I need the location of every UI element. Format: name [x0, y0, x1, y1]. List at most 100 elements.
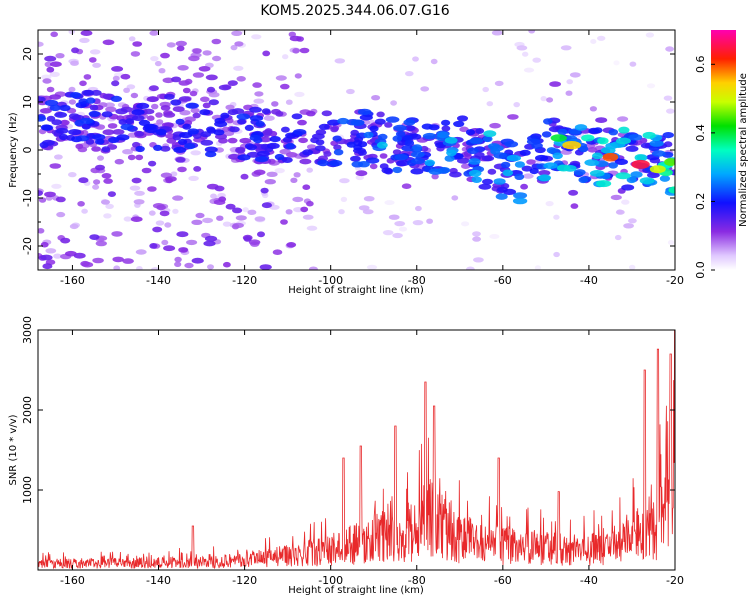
heatmap-cell — [261, 108, 271, 115]
heatmap-cell — [366, 264, 378, 270]
heatmap-cell — [529, 168, 539, 175]
heatmap-cell — [306, 225, 318, 231]
heatmap-cell — [371, 95, 381, 101]
heatmap-cell — [535, 154, 549, 162]
heatmap-cell — [461, 221, 470, 227]
heatmap-cell — [244, 124, 254, 131]
heatmap-cell — [79, 80, 87, 87]
heatmap-cell — [147, 186, 157, 192]
heatmap-cell — [514, 173, 525, 180]
x-tick-label: -80 — [408, 274, 426, 287]
heatmap-cell — [257, 231, 265, 238]
heatmap-cell — [214, 120, 228, 128]
heatmap-cell — [346, 141, 356, 148]
heatmap-cell — [237, 154, 251, 161]
heatmap-cell — [272, 249, 283, 255]
heatmap-cell — [254, 156, 269, 163]
heatmap-cell — [334, 58, 346, 64]
spectrogram-panel: -160 -140 -120 -100 -80 -60 -40 -20-20-1001020 … — [8, 29, 684, 296]
heatmap-cell — [89, 234, 100, 241]
heatmap-cell — [142, 108, 155, 115]
heatmap-cell — [647, 172, 660, 179]
heatmap-cell — [617, 116, 629, 122]
heatmap-cell — [247, 209, 257, 215]
heatmap-cell — [459, 126, 469, 133]
heatmap-cell — [242, 207, 249, 213]
heatmap-cell — [468, 169, 482, 177]
heatmap-cell — [392, 166, 403, 174]
heatmap-cell — [293, 172, 301, 178]
heatmap-cell — [618, 126, 630, 134]
heatmap-cell — [466, 266, 475, 270]
heatmap-cell — [49, 94, 61, 100]
heatmap-cell — [111, 80, 120, 87]
heatmap-cell — [436, 131, 449, 139]
heatmap-cell — [155, 112, 163, 118]
colorbar-label: Normalized spectral amplitude — [738, 73, 749, 227]
heatmap-cell — [222, 126, 230, 133]
heatmap-cell — [252, 82, 262, 88]
heatmap-cell — [191, 257, 204, 264]
heatmap-cell — [507, 114, 519, 120]
heatmap-cell — [71, 47, 80, 54]
heatmap-cell — [471, 176, 482, 183]
heatmap-cell — [382, 230, 394, 236]
heatmap-cell — [112, 129, 125, 135]
heatmap-cell — [68, 99, 76, 105]
heatmap-cell — [625, 145, 639, 152]
heatmap-cell — [363, 196, 375, 202]
snr-panel: -160 -140 -120 -100 -80 -60 -40 -20 1000 2000 3000… — [8, 316, 684, 596]
heatmap-cell — [240, 173, 249, 180]
heatmap-cell — [646, 83, 656, 89]
heatmap-cell — [522, 51, 529, 57]
heatmap-cell — [193, 166, 202, 172]
x-tick-label: -20 — [666, 274, 684, 287]
heatmap-cell — [327, 119, 341, 126]
heatmap-cell — [478, 183, 492, 190]
heatmap-cell — [200, 139, 214, 146]
heatmap-cell — [68, 129, 82, 136]
heatmap-cell — [340, 196, 348, 202]
heatmap-cell — [81, 208, 88, 214]
heatmap-cell — [188, 175, 199, 181]
heatmap-cell — [101, 199, 110, 205]
heatmap-cell — [664, 158, 675, 166]
heatmap-cell — [165, 176, 177, 182]
heatmap-cell — [532, 57, 541, 63]
heatmap-cell — [173, 146, 187, 153]
heatmap-cell — [225, 203, 236, 210]
heatmap-cell — [160, 105, 171, 111]
x-tick-label: -140 — [146, 574, 171, 587]
heatmap-cell — [428, 168, 443, 175]
heatmap-cell — [639, 137, 648, 144]
heatmap-cell — [101, 173, 112, 179]
heatmap-cell — [172, 195, 184, 201]
heatmap-cell — [292, 196, 304, 203]
heatmap-cell — [502, 169, 514, 177]
heatmap-cell — [251, 34, 262, 40]
heatmap-cell — [235, 215, 247, 221]
heatmap-cell — [281, 157, 293, 163]
heatmap-cell — [126, 84, 136, 90]
heatmap-cell — [202, 50, 212, 56]
heatmap-cell — [469, 137, 484, 144]
snr-ylabel: SNR (10 * v/v) — [8, 414, 19, 485]
heatmap-cell — [188, 55, 200, 62]
heatmap-cell — [38, 228, 45, 234]
heatmap-cell — [306, 167, 314, 173]
heatmap-cell — [550, 134, 567, 142]
heatmap-cell — [490, 148, 501, 155]
heatmap-cell — [570, 203, 579, 209]
heatmap-cell — [231, 223, 240, 230]
heatmap-cell — [178, 96, 192, 102]
heatmap-cell — [51, 183, 62, 189]
heatmap-cell — [281, 126, 290, 133]
heatmap-cell — [44, 191, 56, 198]
heatmap-cell — [262, 129, 273, 136]
heatmap-cell — [218, 196, 227, 202]
heatmap-cell — [285, 142, 295, 149]
heatmap-cell — [543, 162, 558, 169]
heatmap-cell — [175, 157, 186, 163]
heatmap-cell — [178, 80, 191, 86]
heatmap-cell — [223, 261, 231, 268]
